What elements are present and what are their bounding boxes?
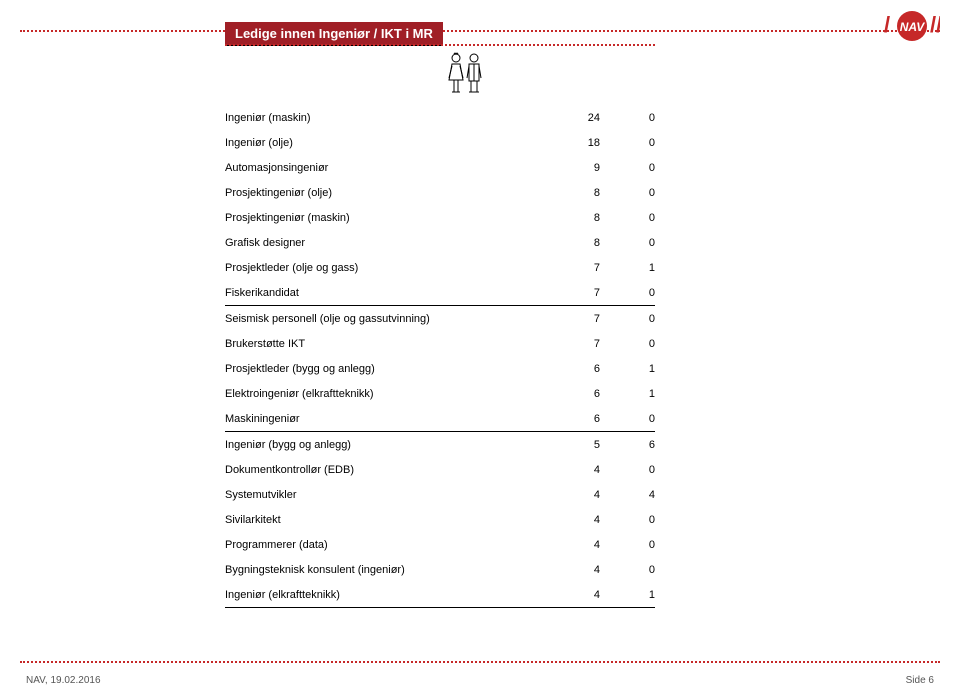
nav-logo: / NAV // [884,8,940,44]
people-icon [440,50,490,105]
data-table: Ingeniør (maskin)240Ingeniør (olje)180Au… [225,105,655,608]
row-value-1: 4 [545,464,600,476]
table-row: Ingeniør (elkraftteknikk)41 [225,582,655,608]
title-underline-dots [225,44,655,46]
svg-text://: // [930,12,940,37]
row-label: Programmerer (data) [225,539,545,551]
row-value-2: 0 [600,413,655,425]
row-label: Ingeniør (bygg og anlegg) [225,439,545,451]
table-row: Systemutvikler44 [225,482,655,507]
row-value-1: 4 [545,514,600,526]
row-value-1: 4 [545,539,600,551]
row-label: Elektroingeniør (elkraftteknikk) [225,388,545,400]
table-row: Bygningsteknisk konsulent (ingeniør)40 [225,557,655,582]
row-value-2: 6 [600,439,655,451]
row-label: Fiskerikandidat [225,287,545,299]
row-value-1: 4 [545,589,600,601]
table-row: Ingeniør (olje)180 [225,130,655,155]
row-label: Prosjektingeniør (maskin) [225,212,545,224]
row-value-1: 7 [545,287,600,299]
row-value-2: 0 [600,137,655,149]
row-label: Dokumentkontrollør (EDB) [225,464,545,476]
row-label: Systemutvikler [225,489,545,501]
footer-date: NAV, 19.02.2016 [26,675,101,686]
row-value-1: 5 [545,439,600,451]
top-dotted-rule [20,30,940,32]
table-row: Dokumentkontrollør (EDB)40 [225,457,655,482]
row-label: Brukerstøtte IKT [225,338,545,350]
row-value-2: 0 [600,162,655,174]
row-value-2: 1 [600,388,655,400]
table-row: Automasjonsingeniør90 [225,155,655,180]
row-value-1: 4 [545,564,600,576]
row-value-1: 8 [545,237,600,249]
row-value-2: 0 [600,237,655,249]
row-value-2: 0 [600,287,655,299]
row-value-2: 0 [600,564,655,576]
table-row: Programmerer (data)40 [225,532,655,557]
row-label: Prosjektingeniør (olje) [225,187,545,199]
table-row: Elektroingeniør (elkraftteknikk)61 [225,381,655,406]
row-value-2: 0 [600,514,655,526]
table-row: Grafisk designer80 [225,230,655,255]
section-title: Ledige innen Ingeniør / IKT i MR [225,22,443,46]
table-row: Prosjektleder (olje og gass)71 [225,255,655,280]
row-label: Seismisk personell (olje og gassutvinnin… [225,313,545,325]
row-value-1: 6 [545,388,600,400]
row-value-2: 0 [600,464,655,476]
row-value-2: 0 [600,313,655,325]
row-value-2: 0 [600,539,655,551]
footer-page: Side 6 [906,675,934,686]
row-value-1: 8 [545,212,600,224]
row-value-2: 1 [600,262,655,274]
row-value-1: 6 [545,413,600,425]
row-label: Ingeniør (maskin) [225,112,545,124]
row-value-1: 24 [545,112,600,124]
table-row: Sivilarkitekt40 [225,507,655,532]
row-value-2: 0 [600,112,655,124]
table-row: Prosjektleder (bygg og anlegg)61 [225,356,655,381]
row-label: Sivilarkitekt [225,514,545,526]
table-row: Brukerstøtte IKT70 [225,331,655,356]
row-value-1: 6 [545,363,600,375]
row-label: Automasjonsingeniør [225,162,545,174]
row-label: Maskiningeniør [225,413,545,425]
row-value-1: 8 [545,187,600,199]
table-row: Fiskerikandidat70 [225,280,655,306]
row-label: Grafisk designer [225,237,545,249]
row-label: Bygningsteknisk konsulent (ingeniør) [225,564,545,576]
row-value-2: 0 [600,187,655,199]
row-value-2: 4 [600,489,655,501]
table-row: Seismisk personell (olje og gassutvinnin… [225,306,655,331]
row-label: Ingeniør (elkraftteknikk) [225,589,545,601]
row-value-2: 1 [600,363,655,375]
svg-text:/: / [884,12,890,37]
row-value-1: 7 [545,338,600,350]
row-label: Prosjektleder (olje og gass) [225,262,545,274]
svg-text:NAV: NAV [900,20,925,34]
table-row: Prosjektingeniør (olje)80 [225,180,655,205]
table-row: Maskiningeniør60 [225,406,655,432]
bottom-dotted-rule [20,661,940,663]
row-value-1: 9 [545,162,600,174]
row-value-1: 7 [545,262,600,274]
table-row: Ingeniør (bygg og anlegg)56 [225,432,655,457]
table-row: Prosjektingeniør (maskin)80 [225,205,655,230]
table-row: Ingeniør (maskin)240 [225,105,655,130]
row-value-2: 0 [600,212,655,224]
row-value-2: 0 [600,338,655,350]
row-label: Ingeniør (olje) [225,137,545,149]
row-label: Prosjektleder (bygg og anlegg) [225,363,545,375]
row-value-1: 4 [545,489,600,501]
row-value-2: 1 [600,589,655,601]
row-value-1: 7 [545,313,600,325]
row-value-1: 18 [545,137,600,149]
